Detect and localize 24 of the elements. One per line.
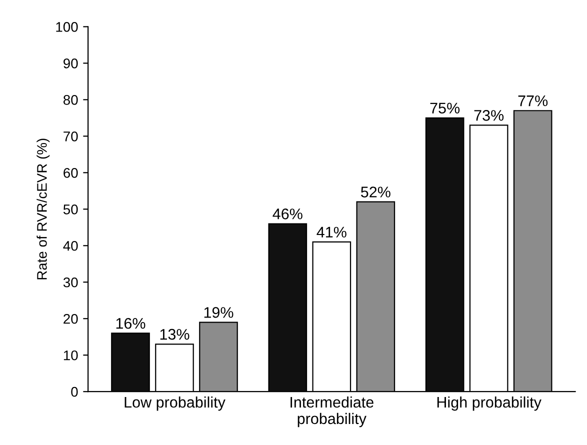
y-tick-label: 20 [64, 314, 78, 324]
data-label: 75% [430, 102, 460, 114]
y-tick-label: 90 [64, 58, 78, 68]
y-tick-label: 50 [63, 204, 78, 214]
data-label: 52% [360, 186, 390, 198]
data-label: 77% [518, 95, 548, 106]
y-tick-label: 30 [63, 277, 78, 288]
x-tick-label: Low probability [124, 396, 226, 411]
data-label: 41% [316, 226, 346, 238]
x-tick-label: Intermediate probability [290, 396, 374, 428]
data-label: 19% [204, 307, 234, 318]
y-tick-label: 100 [56, 22, 78, 32]
y-tick-label: 0 [71, 386, 78, 397]
y-tick-label: 60 [64, 168, 78, 178]
data-label: 46% [272, 208, 302, 220]
data-label: 13% [160, 328, 190, 340]
data-label: 73% [474, 110, 504, 121]
y-tick-label: 40 [63, 240, 78, 251]
y-tick-label: 10 [64, 350, 78, 360]
x-tick-label: High probability [437, 396, 542, 411]
y-tick-label: 80 [63, 95, 78, 105]
y-tick-label: 70 [64, 132, 78, 142]
y-axis-title: Rate of RVR/cEVR (%) [36, 138, 50, 280]
data-label: 16% [116, 318, 146, 329]
